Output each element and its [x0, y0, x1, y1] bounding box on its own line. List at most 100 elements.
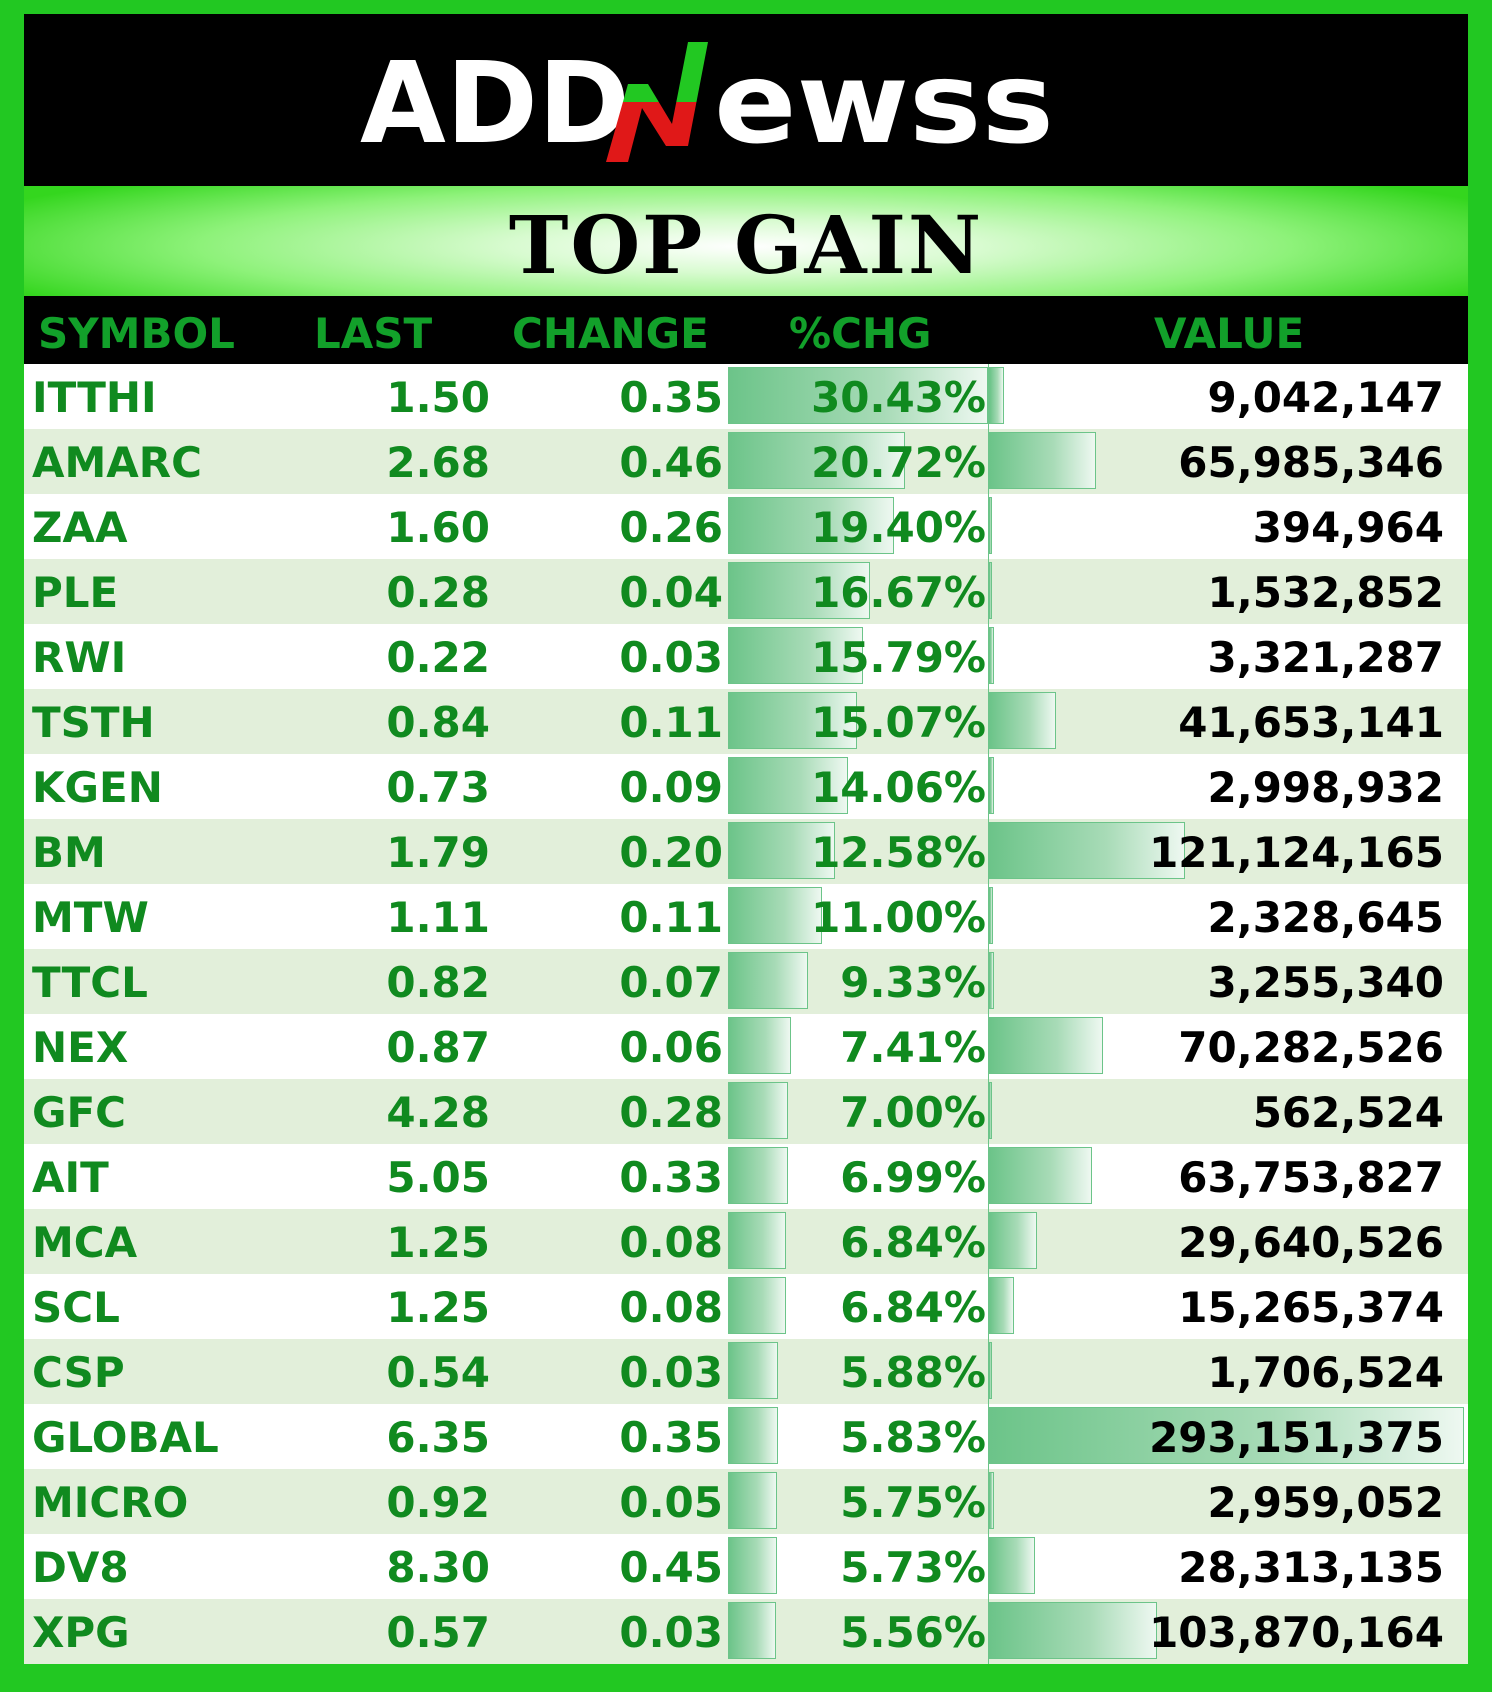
value-databar	[989, 822, 1185, 879]
pct-change-cell: 9.33%	[840, 958, 986, 1007]
table-row: GLOBAL 6.35 0.35 5.83% 293,151,375	[24, 1404, 1468, 1469]
change-cell: 0.03	[619, 1608, 723, 1657]
last-price-cell: 1.11	[386, 893, 490, 942]
value-cell: 41,653,141	[1178, 698, 1444, 747]
column-header-value: VALUE	[1154, 309, 1305, 358]
symbol-cell: PLE	[32, 568, 119, 617]
last-price-cell: 5.05	[386, 1153, 490, 1202]
value-databar	[989, 497, 992, 554]
change-cell: 0.08	[619, 1218, 723, 1267]
pct-change-databar	[728, 1537, 777, 1594]
last-price-cell: 0.82	[386, 958, 490, 1007]
pct-change-cell: 11.00%	[811, 893, 986, 942]
column-divider	[988, 624, 989, 689]
table-row: BM 1.79 0.20 12.58% 121,124,165	[24, 819, 1468, 884]
pct-change-databar	[728, 952, 808, 1009]
pct-change-cell: 7.41%	[840, 1023, 986, 1072]
change-cell: 0.35	[619, 1413, 723, 1462]
pct-change-cell: 12.58%	[811, 828, 986, 877]
pct-change-databar	[728, 497, 894, 554]
addnewss-logo: ADD ewss	[360, 39, 1054, 169]
pct-change-databar	[728, 1342, 778, 1399]
column-divider	[988, 1079, 989, 1144]
symbol-cell: KGEN	[32, 763, 163, 812]
value-databar	[989, 1147, 1092, 1204]
column-divider	[988, 1144, 989, 1209]
table-row: NEX 0.87 0.06 7.41% 70,282,526	[24, 1014, 1468, 1079]
column-divider	[988, 1339, 989, 1404]
pct-change-databar	[728, 822, 835, 879]
pct-change-databar	[728, 627, 863, 684]
symbol-cell: CSP	[32, 1348, 125, 1397]
symbol-cell: MCA	[32, 1218, 138, 1267]
value-databar	[989, 367, 1004, 424]
pct-change-databar	[728, 1147, 788, 1204]
pct-change-cell: 20.72%	[811, 438, 986, 487]
title-band: TOP GAIN	[24, 186, 1468, 296]
symbol-cell: ZAA	[32, 503, 128, 552]
column-divider	[988, 364, 989, 429]
value-cell: 2,998,932	[1207, 763, 1444, 812]
pct-change-cell: 5.75%	[840, 1478, 986, 1527]
value-databar	[989, 432, 1096, 489]
value-cell: 103,870,164	[1149, 1608, 1444, 1657]
last-price-cell: 8.30	[386, 1543, 490, 1592]
column-divider	[988, 1209, 989, 1274]
table-row: XPG 0.57 0.03 5.56% 103,870,164	[24, 1599, 1468, 1664]
last-price-cell: 0.92	[386, 1478, 490, 1527]
value-databar	[989, 1407, 1464, 1464]
column-divider	[988, 494, 989, 559]
table-body: ITTHI 1.50 0.35 30.43% 9,042,147 AMARC 2.68 0.4…	[24, 364, 1468, 1664]
table-row: CSP 0.54 0.03 5.88% 1,706,524	[24, 1339, 1468, 1404]
value-cell: 3,321,287	[1207, 633, 1444, 682]
symbol-cell: SCL	[32, 1283, 120, 1332]
pct-change-cell: 6.84%	[840, 1218, 986, 1267]
pct-change-databar	[728, 1602, 776, 1659]
pct-change-databar	[728, 367, 988, 424]
table-row: AIT 5.05 0.33 6.99% 63,753,827	[24, 1144, 1468, 1209]
symbol-cell: BM	[32, 828, 106, 877]
symbol-cell: AIT	[32, 1153, 109, 1202]
value-cell: 28,313,135	[1178, 1543, 1444, 1592]
pct-change-databar	[728, 432, 905, 489]
value-cell: 29,640,526	[1178, 1218, 1444, 1267]
value-cell: 63,753,827	[1178, 1153, 1444, 1202]
column-divider	[988, 1404, 989, 1469]
pct-change-databar	[728, 692, 857, 749]
symbol-cell: TSTH	[32, 698, 155, 747]
table-row: KGEN 0.73 0.09 14.06% 2,998,932	[24, 754, 1468, 819]
column-header-pct-change: %CHG	[789, 309, 932, 358]
change-cell: 0.04	[619, 568, 723, 617]
svg-text:ewss: ewss	[714, 39, 1054, 169]
table-row: MCA 1.25 0.08 6.84% 29,640,526	[24, 1209, 1468, 1274]
last-price-cell: 0.22	[386, 633, 490, 682]
column-divider	[988, 559, 989, 624]
column-divider	[988, 689, 989, 754]
last-price-cell: 2.68	[386, 438, 490, 487]
value-databar	[989, 1602, 1157, 1659]
change-cell: 0.09	[619, 763, 723, 812]
last-price-cell: 0.84	[386, 698, 490, 747]
header-banner: ADD ewss	[24, 14, 1468, 186]
value-cell: 562,524	[1252, 1088, 1444, 1137]
change-cell: 0.35	[619, 373, 723, 422]
column-divider	[988, 429, 989, 494]
pct-change-cell: 5.56%	[840, 1608, 986, 1657]
symbol-cell: ITTHI	[32, 373, 157, 422]
last-price-cell: 0.87	[386, 1023, 490, 1072]
change-cell: 0.26	[619, 503, 723, 552]
table-header: SYMBOL LAST CHANGE %CHG VALUE	[24, 296, 1468, 364]
pct-change-databar	[728, 1212, 786, 1269]
pct-change-databar	[728, 1082, 788, 1139]
change-cell: 0.08	[619, 1283, 723, 1332]
last-price-cell: 1.25	[386, 1283, 490, 1332]
change-cell: 0.11	[619, 893, 723, 942]
value-cell: 2,959,052	[1207, 1478, 1444, 1527]
column-divider	[988, 754, 989, 819]
last-price-cell: 0.28	[386, 568, 490, 617]
table-row: MTW 1.11 0.11 11.00% 2,328,645	[24, 884, 1468, 949]
pct-change-cell: 19.40%	[811, 503, 986, 552]
symbol-cell: RWI	[32, 633, 127, 682]
column-header-symbol: SYMBOL	[38, 309, 235, 358]
change-cell: 0.07	[619, 958, 723, 1007]
